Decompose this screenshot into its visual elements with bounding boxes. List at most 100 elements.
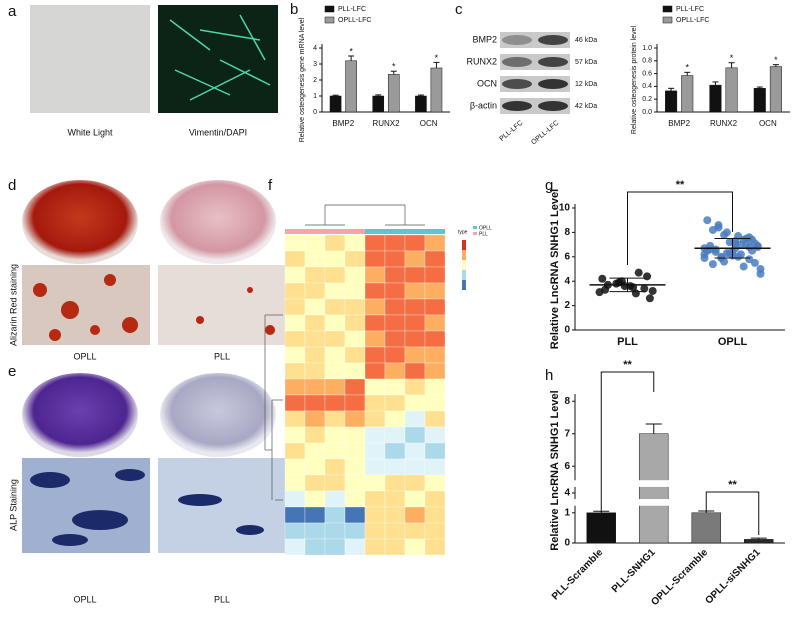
- heat-cell: [424, 250, 446, 268]
- heat-cell: [344, 314, 366, 332]
- heatmap: [264, 204, 466, 556]
- heat-cell: [384, 282, 406, 300]
- point: [736, 250, 745, 259]
- cell-fibers: [169, 14, 271, 101]
- point: [756, 265, 765, 273]
- heat-cell: [404, 298, 426, 316]
- dish: [22, 373, 138, 457]
- heat-cell: [304, 378, 326, 396]
- x-tick-label: BMP2: [668, 119, 690, 128]
- heat-cell: [364, 458, 386, 476]
- heat-cell: [284, 426, 306, 444]
- heat-cell: [324, 298, 346, 316]
- heat-cell: [304, 362, 326, 380]
- bar: [415, 95, 427, 113]
- bar: [586, 512, 616, 544]
- point: [745, 233, 754, 242]
- heat-cell: [284, 410, 306, 428]
- annotation: *: [349, 46, 353, 56]
- heat-cell: [324, 346, 346, 364]
- heat-cell: [284, 346, 306, 364]
- heat-cell: [324, 538, 346, 556]
- y-tick-label: 2: [313, 77, 317, 84]
- bar: [725, 67, 738, 113]
- x-tick-label: OPLL-siSNHG1: [703, 547, 763, 607]
- point: [634, 268, 643, 277]
- legend-swatch: [324, 5, 335, 13]
- y-tick-label: 0: [313, 109, 317, 116]
- heat-cell: [384, 362, 406, 380]
- annotation: *: [730, 53, 734, 63]
- point: [742, 240, 751, 249]
- point: [631, 289, 640, 298]
- legend-label: PLL-LFC: [338, 6, 366, 13]
- heat-cell: [344, 298, 366, 316]
- heat-cell: [304, 506, 326, 524]
- heat-cell: [324, 362, 346, 380]
- stain-label: ALP Staining: [8, 479, 18, 531]
- y-tick-label: 6: [564, 251, 570, 262]
- heat-cell: [344, 266, 366, 284]
- heat-cell: [424, 282, 446, 300]
- heat-cell: [344, 394, 366, 412]
- bracket: [705, 491, 760, 535]
- band: [502, 35, 532, 45]
- point: [620, 282, 629, 291]
- bar: [639, 433, 669, 544]
- size-label: 46 kDa: [575, 37, 597, 44]
- bar: [329, 95, 342, 113]
- annotation: **: [676, 179, 685, 191]
- legend-swatch: [473, 232, 477, 235]
- y-tick-label: 0: [564, 538, 570, 549]
- heat-cell: [424, 378, 446, 396]
- axis-break: [571, 480, 785, 487]
- panel-label: e: [8, 363, 16, 380]
- y-tick-label: 0.0: [642, 109, 652, 116]
- y-tick-label: 3: [313, 61, 317, 68]
- heat-cell: [304, 522, 326, 540]
- heat-cell: [364, 346, 386, 364]
- heat-cell: [304, 410, 326, 428]
- heat-cell: [364, 522, 386, 540]
- heat-cell: [384, 474, 406, 492]
- point: [745, 255, 754, 264]
- heat-cell: [364, 250, 386, 268]
- heat-cell: [424, 442, 446, 460]
- caption: OPLL: [73, 594, 96, 604]
- group-bar: [425, 229, 445, 234]
- heat-cell: [404, 474, 426, 492]
- panel-label: c: [455, 1, 463, 18]
- y-tick-label: 0.4: [642, 83, 652, 90]
- heat-cell: [424, 426, 446, 444]
- colorbar: [462, 280, 466, 290]
- heat-cell: [404, 378, 426, 396]
- heat-cell: [324, 410, 346, 428]
- heat-cell: [364, 378, 386, 396]
- heat-cell: [324, 442, 346, 460]
- heat-cell: [424, 538, 446, 556]
- heat-cell: [384, 490, 406, 508]
- x-tick-label: RUNX2: [372, 119, 400, 128]
- heat-cell: [424, 266, 446, 284]
- x-tick-label: PLL-Scramble: [550, 547, 606, 603]
- heat-cell: [404, 458, 426, 476]
- legend-title: type: [458, 229, 468, 235]
- heat-cell: [384, 426, 406, 444]
- y-tick-label: 4: [313, 45, 317, 52]
- stain-label: Alizarin Red staining: [8, 264, 18, 346]
- annotation: *: [392, 62, 396, 72]
- bracket: [627, 191, 733, 265]
- heat-cell: [344, 346, 366, 364]
- heat-cell: [364, 314, 386, 332]
- heat-cell: [424, 234, 446, 252]
- heat-cell: [324, 426, 346, 444]
- point: [753, 243, 762, 252]
- heat-cell: [404, 330, 426, 348]
- heat-cell: [404, 282, 426, 300]
- heat-cell: [344, 250, 366, 268]
- heat-cell: [284, 538, 306, 556]
- panel-label: g: [545, 177, 553, 194]
- colorbar: [462, 250, 466, 260]
- heat-cell: [304, 282, 326, 300]
- y-tick-label: 8: [564, 396, 570, 407]
